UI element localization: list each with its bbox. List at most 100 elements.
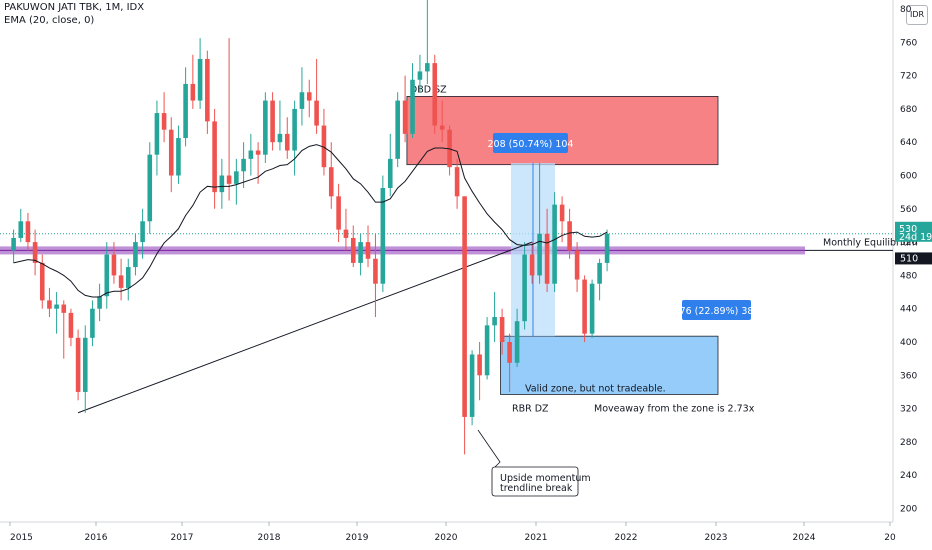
candle-body: [380, 187, 386, 284]
measure-badge-2: [682, 300, 751, 320]
y-tick-label: 360: [900, 371, 917, 381]
x-tick-label: 2020: [435, 533, 458, 543]
candle-body: [111, 254, 117, 276]
candle-body: [350, 237, 356, 263]
candle-body: [567, 221, 572, 251]
candle-body: [54, 304, 59, 309]
equilibrium-price-badge: [895, 252, 932, 265]
candle-body: [104, 254, 110, 297]
candle-body: [18, 221, 24, 238]
y-tick-label: 400: [900, 338, 917, 348]
x-tick-label: 2019: [346, 533, 369, 543]
candle-body: [417, 71, 423, 80]
candle-body: [277, 133, 283, 143]
y-tick-label: 560: [900, 205, 917, 215]
demand-zone-label: RBR DZ: [512, 403, 549, 414]
candle-body: [314, 100, 319, 126]
y-tick-label: 200: [900, 505, 917, 515]
candle-body: [582, 279, 587, 334]
candle-body: [597, 262, 602, 284]
candle-body: [292, 108, 297, 151]
candle-body: [32, 242, 38, 263]
candle-body: [343, 229, 349, 238]
candle-body: [118, 275, 124, 288]
x-tick-label: 2023: [705, 533, 728, 543]
candle-body: [522, 254, 527, 322]
candle-body: [328, 167, 334, 197]
callout-box: [477, 429, 579, 497]
trendline: [77, 241, 533, 414]
candle-body: [212, 121, 217, 193]
candle-body: [358, 242, 363, 263]
candle-body: [552, 204, 557, 284]
measure-badge: [493, 133, 568, 153]
candle-body: [395, 100, 400, 159]
ema-line: [13, 144, 608, 298]
candle-body: [439, 125, 445, 130]
last-price-label: 530: [899, 224, 917, 235]
candle-body: [255, 150, 261, 155]
candle-body: [75, 337, 81, 392]
candle-body: [425, 63, 430, 72]
candle-body: [544, 233, 550, 284]
candle-body: [168, 129, 174, 176]
candle-body: [147, 154, 153, 222]
candle-body: [226, 175, 232, 184]
y-tick-label: 640: [900, 138, 917, 148]
candle-body: [90, 308, 95, 338]
y-tick-label: 680: [900, 105, 917, 115]
candle-body: [190, 83, 196, 101]
candle-body: [140, 221, 145, 243]
supply-zone-label: DBD SZ: [410, 84, 447, 95]
candle-body: [68, 312, 74, 338]
x-tick-label: 2017: [171, 533, 194, 543]
candle-body: [234, 171, 239, 184]
equilibrium-price-label: 510: [900, 253, 918, 264]
candle-body: [82, 337, 88, 392]
demand-zone: [500, 335, 719, 395]
y-tick-label: 440: [900, 305, 917, 315]
candle-body: [462, 196, 467, 417]
candle-body: [299, 92, 305, 109]
currency-badge[interactable]: IDR: [906, 5, 928, 25]
candle-body: [197, 58, 203, 101]
measure-badge-label: 208 (50.74%) 104: [488, 139, 574, 150]
candle-body: [25, 221, 31, 243]
candle-body: [241, 158, 246, 172]
callout-line: trendline break: [500, 483, 573, 494]
y-tick-label: 600: [900, 172, 917, 182]
x-tick-label: 2022: [615, 533, 638, 543]
callout-line: Upside momentum: [500, 473, 591, 484]
supply-zone: [406, 96, 719, 166]
candle-body: [336, 196, 341, 230]
time-to-close-label: 24d 19h: [899, 232, 932, 243]
x-tick-label: 2018: [258, 533, 281, 543]
y-tick-label: 80: [900, 5, 912, 15]
candle-body: [161, 113, 167, 130]
x-tick-label: 2015: [10, 533, 33, 543]
y-tick-label: 760: [900, 38, 917, 48]
candle-body: [154, 113, 160, 155]
candle-body: [97, 296, 102, 309]
candle-body: [589, 283, 595, 334]
candle-body: [529, 254, 535, 276]
candle-body: [373, 258, 378, 284]
symbol-legend: PAKUWON JATI TBK, 1M, IDX: [4, 2, 145, 13]
candle-body: [133, 242, 138, 268]
candle-body: [47, 300, 52, 309]
candle-body: [270, 100, 275, 143]
candle-body: [387, 158, 393, 188]
x-tick-label: 2024: [793, 533, 816, 543]
candle-body: [432, 63, 438, 126]
candle-body: [507, 342, 512, 363]
x-tick-label: 20: [884, 533, 896, 543]
candle-body: [469, 354, 475, 417]
candle-body: [205, 58, 210, 122]
candle-body: [559, 204, 565, 222]
zone-note: Valid zone, but not tradeable.: [525, 383, 666, 394]
candle-body: [61, 304, 67, 313]
candle-body: [263, 100, 268, 155]
candle-body: [492, 317, 497, 326]
indicator-legend: EMA (20, close, 0): [4, 15, 95, 26]
